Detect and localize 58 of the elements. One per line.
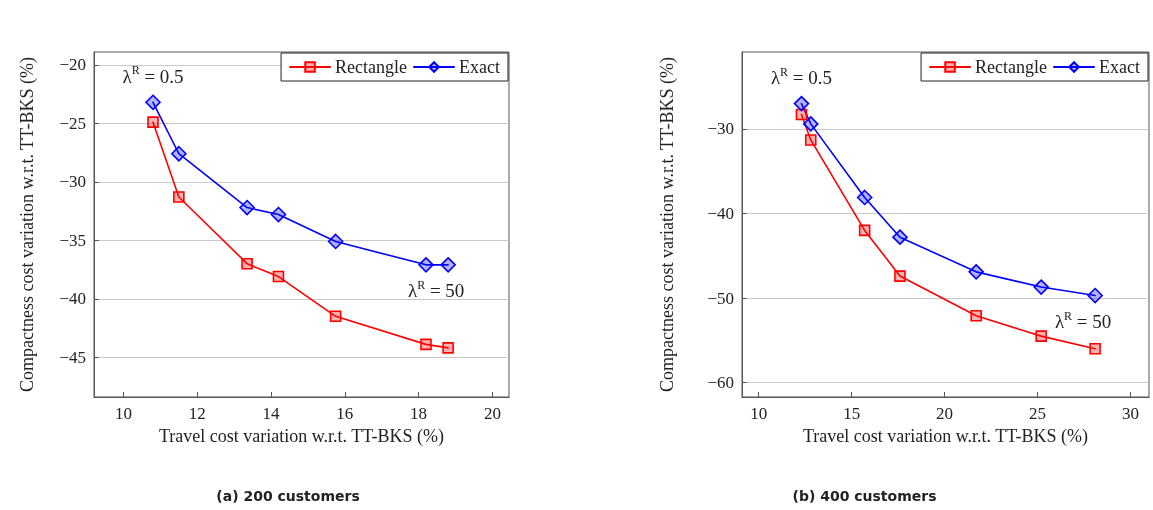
y-tick-label: −30 (707, 119, 734, 139)
text: (a) 200 customers (216, 488, 360, 504)
y-tick-label: −60 (707, 373, 734, 393)
point (171, 145, 187, 162)
point (1035, 330, 1048, 342)
point (329, 310, 342, 323)
point (970, 310, 982, 322)
y-tick-label: −20 (59, 55, 86, 75)
y-tick-label: −40 (707, 204, 734, 224)
x-tick-label: 12 (188, 404, 206, 423)
x-tick-label: 10 (115, 404, 133, 423)
x-axis-title: Travel cost variation w.r.t. TT-BKS (%) (158, 426, 445, 447)
point (241, 257, 253, 270)
x-tick-label: 30 (1121, 404, 1139, 423)
legend-label: Exact (1099, 57, 1141, 77)
point (270, 206, 287, 223)
x-tick-label: 14 (262, 404, 281, 423)
text: (b) 400 customers (792, 488, 937, 504)
point (856, 189, 873, 206)
y-tick-label: −50 (707, 288, 734, 308)
y-tick-label: −25 (59, 113, 86, 133)
point (420, 338, 432, 351)
point (968, 264, 984, 280)
point (442, 342, 454, 354)
point (793, 95, 810, 112)
legend-label: Rectangle (975, 57, 1048, 77)
point (1033, 279, 1050, 295)
legend-label: Rectangle (335, 57, 408, 77)
x-tick-label: 16 (336, 404, 354, 423)
point (173, 191, 185, 203)
y-tick-label: −30 (59, 172, 86, 192)
x-tick-label: 10 (750, 404, 768, 423)
point (418, 257, 434, 273)
point (804, 134, 817, 146)
legend-label: Exact (459, 57, 501, 77)
x-tick-label: 18 (410, 404, 428, 423)
y-axis-title: Compactness cost variation w.r.t. TT-BKS (%) (657, 57, 678, 392)
x-axis-title: Travel cost variation w.r.t. TT-BKS (%) (802, 426, 1089, 447)
point (272, 270, 285, 283)
x-tick-label: 20 (936, 404, 954, 423)
point (440, 257, 456, 273)
x-tick-label: 15 (843, 404, 861, 423)
point (802, 116, 819, 132)
point (1089, 343, 1101, 355)
y-axis-title: Compactness cost variation w.r.t. TT-BKS (%) (17, 57, 38, 392)
point (327, 233, 344, 250)
point (894, 270, 906, 282)
point (145, 94, 161, 111)
point (892, 229, 908, 245)
y-tick-label: −40 (59, 289, 86, 309)
point (147, 116, 159, 128)
x-tick-label: 25 (1028, 404, 1046, 423)
point (858, 224, 871, 237)
point (1087, 287, 1103, 304)
x-tick-label: 20 (483, 404, 501, 423)
y-tick-label: −35 (59, 230, 86, 250)
point (239, 199, 255, 216)
y-tick-label: −45 (59, 347, 86, 367)
